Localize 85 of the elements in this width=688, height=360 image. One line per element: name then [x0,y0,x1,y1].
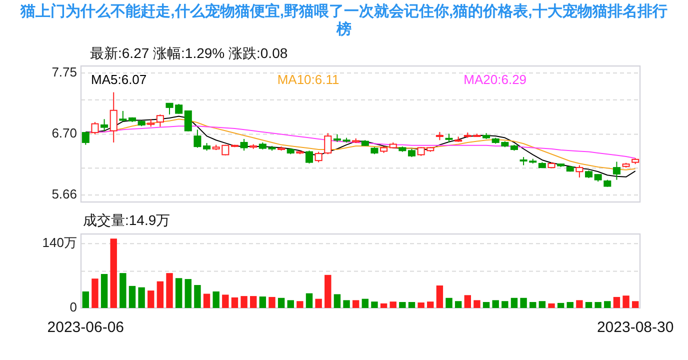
bar [538,301,546,308]
chart-title: 最新:6.27 涨幅:1.29% 涨跌:0.08 [90,45,288,61]
bar [482,302,490,308]
y-tick-label: 7.75 [52,64,77,80]
candlestick [82,132,90,146]
bar [510,298,518,308]
candlestick [194,129,202,148]
bar [408,302,416,308]
bar [120,273,126,308]
x-tick-label: 2023-08-30 [596,319,674,336]
candlestick [119,110,127,122]
bar [222,294,229,308]
bar [296,301,304,308]
bar [352,300,360,308]
bar [166,273,173,308]
bar [82,291,90,308]
bar [100,274,108,308]
bar [306,293,313,308]
bar [203,294,210,308]
candlestick [100,118,108,132]
bar [454,301,462,308]
y-tick-label: 5.66 [52,186,77,202]
candlestick [110,92,118,143]
bar [446,298,452,308]
bar [436,285,444,308]
bar [278,298,285,308]
bar [464,295,471,308]
bar [566,302,574,308]
bar [315,298,322,308]
bar [622,296,630,308]
x-tick-label: 2023-06-06 [47,319,124,336]
bar [632,301,639,308]
bar [613,296,620,308]
bar [334,294,341,308]
bar [194,285,201,308]
bar [604,301,611,308]
bar [212,291,220,308]
bar [184,279,192,308]
bar [371,302,378,308]
candlestick [612,161,620,180]
bar [380,303,388,308]
bar [390,302,396,308]
bar [268,296,276,308]
bar [502,301,508,308]
bar [259,296,266,308]
y-tick-label: 140万 [42,235,77,250]
text: MA10:6.11 [277,72,340,87]
bar [520,298,527,308]
bar [148,290,154,308]
bar [324,274,332,308]
bar [92,278,98,308]
bar [343,300,350,308]
bar [418,302,424,308]
bar [240,296,248,308]
candlestick [184,110,192,132]
candlestick [576,164,584,178]
chart-title: 成交量:14.9万 [83,212,170,228]
text: MA20:6.29 [464,72,527,87]
y-tick-label: 6.70 [52,126,77,141]
bar [427,302,434,308]
candlestick [240,138,248,152]
text: 猫上门为什么不能赶走,什么宠物猫便宜,野猫喂了一次就会记住你,猫的价格表,十大宠物猫排名排行榜 [20,2,668,38]
bar [557,302,564,308]
y-tick-label: 0 [70,299,77,314]
bar [362,298,369,308]
bar [231,297,238,308]
bar [399,302,406,308]
bar [548,303,555,308]
bar [287,300,294,308]
text: MA5:6.07 [91,72,147,87]
candlestick [91,122,99,135]
bar [128,286,136,308]
bar [175,278,182,308]
bar [576,300,583,308]
bar [138,287,145,308]
bar [492,300,499,308]
bar [110,238,117,308]
candlestick [156,114,164,128]
bar [530,302,536,308]
bar [250,296,257,308]
candlestick [305,150,314,164]
bar [156,281,164,308]
bar [585,302,592,308]
bar [474,300,480,308]
bar [594,302,602,308]
